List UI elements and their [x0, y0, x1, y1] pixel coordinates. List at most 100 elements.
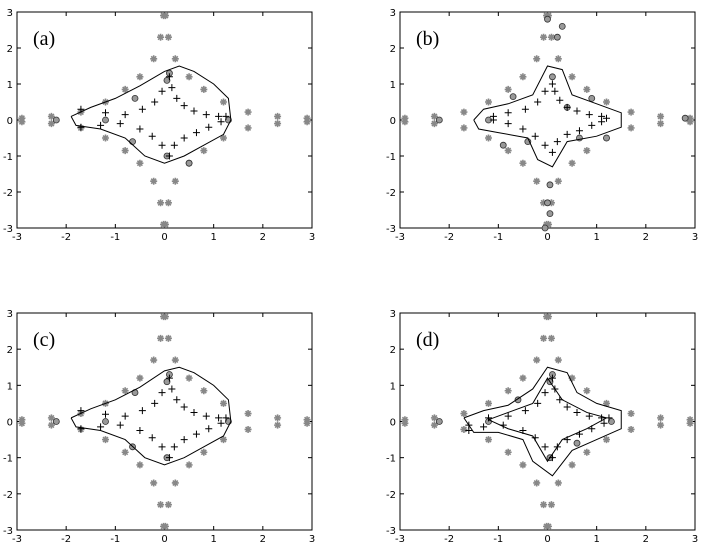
star-point [544, 220, 552, 228]
plus-point [158, 443, 166, 451]
plus-point [521, 407, 529, 415]
x-tick-label: -2 [444, 534, 454, 545]
plus-point [165, 454, 173, 462]
plus-point [121, 412, 129, 420]
x-tick-label: 0 [161, 534, 167, 545]
star-point [136, 374, 144, 382]
star-point [627, 425, 635, 433]
plus-point [548, 374, 556, 382]
star-point [686, 416, 694, 424]
plus-point [192, 129, 200, 137]
star-point [519, 461, 527, 469]
x-tick-label: 3 [692, 232, 698, 243]
x-tick-label: 2 [643, 534, 649, 545]
x-tick-label: 0 [544, 534, 550, 545]
star-point [540, 334, 548, 342]
star-point [244, 410, 252, 418]
y-tick-label: 3 [390, 309, 396, 320]
star-point [157, 501, 165, 509]
star-point [554, 356, 562, 364]
star-point [18, 118, 26, 126]
star-point [274, 414, 282, 422]
plus-point [158, 389, 166, 397]
x-tick-label: -3 [12, 534, 22, 545]
star-point [220, 399, 227, 407]
star-point [157, 199, 165, 207]
star-point [460, 124, 468, 132]
plus-point [563, 403, 571, 411]
plus-point [170, 141, 178, 149]
star-point [568, 73, 576, 81]
plus-point [222, 112, 230, 120]
x-tick-label: -2 [61, 232, 71, 243]
star-point [121, 448, 129, 456]
star-point [18, 419, 26, 427]
star-point [568, 159, 576, 167]
plus-point [598, 118, 606, 126]
star-point [200, 448, 208, 456]
star-point [121, 387, 129, 395]
x-tick-label: 2 [643, 232, 649, 243]
y-tick-label: -3 [386, 224, 396, 235]
star-point [47, 421, 55, 429]
star-point [686, 419, 694, 427]
x-tick-label: 1 [593, 534, 599, 545]
plus-point [165, 374, 173, 382]
star-point [568, 374, 576, 382]
star-point [603, 436, 610, 444]
star-point [547, 334, 555, 342]
plot-frame [16, 11, 313, 229]
star-point [568, 461, 576, 469]
plus-point [77, 123, 85, 131]
y-tick-label: -3 [3, 224, 13, 235]
plus-point [151, 98, 159, 106]
plus-point [148, 434, 156, 442]
y-tick-label: -1 [3, 152, 13, 163]
plus-point [202, 111, 210, 119]
plus-point [180, 436, 188, 444]
plus-point [521, 105, 529, 113]
star-point [543, 12, 551, 20]
y-tick-label: 3 [390, 8, 396, 19]
star-point [244, 425, 252, 433]
circle-point [102, 116, 109, 124]
circle-point [129, 138, 136, 146]
star-point [430, 414, 438, 422]
star-point [627, 124, 635, 132]
star-point [102, 436, 109, 444]
star-point [430, 421, 438, 429]
star-point [244, 124, 252, 132]
star-point [150, 177, 158, 185]
x-tick-label: -1 [110, 534, 120, 545]
star-point [657, 414, 665, 422]
y-tick-label: 0 [7, 116, 13, 127]
plus-point [116, 120, 124, 128]
y-tick-label: 1 [390, 80, 396, 91]
star-point [504, 147, 512, 155]
y-tick-label: 2 [7, 44, 13, 55]
star-point [533, 55, 541, 63]
circle-point [52, 418, 60, 425]
x-tick-label: -1 [493, 232, 503, 243]
circle-point [131, 95, 139, 102]
star-point [18, 114, 26, 122]
star-point [150, 55, 158, 63]
star-point [583, 147, 591, 155]
star-point [657, 421, 665, 429]
plus-point [465, 427, 473, 435]
star-point [18, 416, 26, 424]
star-point [136, 73, 144, 81]
x-tick-label: -2 [444, 232, 454, 243]
star-point [160, 313, 168, 321]
star-point [185, 374, 193, 382]
plus-point [180, 403, 188, 411]
circle-point [544, 199, 551, 207]
star-point [657, 120, 665, 128]
star-point [220, 436, 227, 444]
plus-point [192, 430, 200, 438]
plus-point [217, 419, 225, 427]
star-point [485, 98, 492, 106]
star-point [164, 334, 172, 342]
star-point [164, 501, 172, 509]
plus-point [180, 134, 188, 142]
